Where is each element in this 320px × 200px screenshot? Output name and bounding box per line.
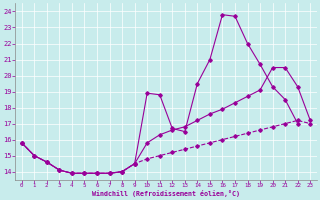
X-axis label: Windchill (Refroidissement éolien,°C): Windchill (Refroidissement éolien,°C) — [92, 190, 240, 197]
